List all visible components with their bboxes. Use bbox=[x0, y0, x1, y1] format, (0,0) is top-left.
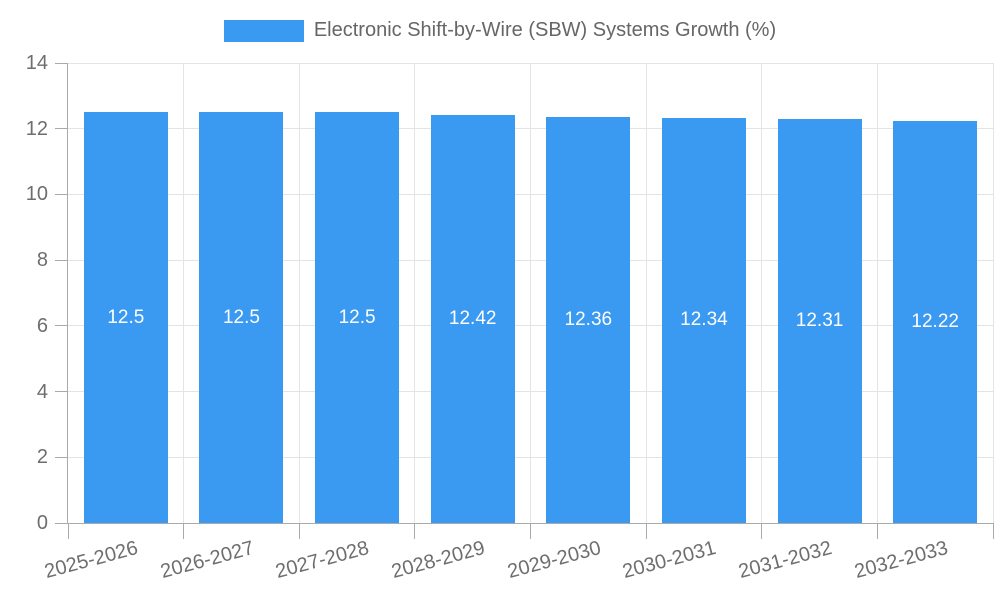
bar[interactable]: 12.5 bbox=[83, 112, 168, 523]
y-tick-label: 4 bbox=[36, 380, 48, 403]
bar[interactable]: 12.22 bbox=[893, 121, 978, 523]
bar[interactable]: 12.31 bbox=[777, 118, 862, 523]
gridline-vertical bbox=[530, 63, 531, 523]
bar[interactable]: 12.36 bbox=[546, 116, 631, 523]
bar-value-label: 12.34 bbox=[680, 309, 728, 331]
x-axis-tick bbox=[761, 523, 763, 539]
bar-value-label: 12.5 bbox=[107, 306, 145, 328]
bar-value-label: 12.36 bbox=[564, 308, 613, 330]
gridline-vertical bbox=[992, 63, 994, 523]
y-tick-label: 6 bbox=[36, 314, 48, 337]
y-axis-line bbox=[67, 63, 68, 523]
x-tick-label: 2029-2030 bbox=[504, 537, 604, 584]
y-axis-tick bbox=[55, 325, 68, 327]
legend-label: Electronic Shift-by-Wire (SBW) Systems G… bbox=[313, 19, 777, 41]
bar-value-label: 12.5 bbox=[338, 306, 376, 328]
x-tick-label: 2032-2033 bbox=[851, 537, 950, 584]
y-axis-tick bbox=[55, 456, 68, 458]
y-tick-label: 8 bbox=[36, 249, 48, 272]
gridline-vertical bbox=[183, 63, 185, 523]
y-tick-label: 0 bbox=[36, 512, 48, 534]
gridline-vertical bbox=[645, 63, 647, 523]
gridline-vertical bbox=[761, 63, 763, 523]
gridline-vertical bbox=[876, 63, 878, 523]
x-tick-label: 2030-2031 bbox=[620, 537, 719, 584]
x-axis-tick bbox=[530, 523, 531, 539]
x-tick-label: 2028-2029 bbox=[389, 537, 488, 584]
x-axis-tick bbox=[298, 523, 300, 539]
x-tick-label: 2027-2028 bbox=[273, 537, 372, 584]
y-axis-tick bbox=[55, 259, 68, 261]
bar[interactable]: 12.5 bbox=[315, 112, 400, 523]
bar-value-label: 12.31 bbox=[795, 309, 844, 331]
x-axis-tick bbox=[414, 523, 416, 539]
y-tick-label: 2 bbox=[36, 446, 48, 469]
x-tick-label: 2026-2027 bbox=[158, 537, 257, 584]
x-axis-tick bbox=[992, 523, 994, 539]
bar-value-label: 12.22 bbox=[911, 311, 959, 333]
y-axis-tick bbox=[55, 522, 68, 524]
y-axis-tick bbox=[55, 193, 68, 195]
y-tick-label: 12 bbox=[25, 117, 48, 140]
gridline-vertical bbox=[414, 63, 416, 523]
y-axis-tick bbox=[55, 128, 68, 130]
gridline-vertical bbox=[298, 63, 300, 523]
chart-legend[interactable]: Electronic Shift-by-Wire (SBW) Systems G… bbox=[0, 19, 1000, 42]
y-axis-tick bbox=[55, 391, 68, 393]
bar[interactable]: 12.42 bbox=[430, 114, 515, 523]
x-axis-tick bbox=[876, 523, 878, 539]
bar-value-label: 12.5 bbox=[222, 306, 260, 328]
x-tick-label: 2031-2032 bbox=[736, 537, 835, 584]
x-tick-label: 2025-2026 bbox=[42, 537, 141, 584]
x-axis-tick bbox=[645, 523, 647, 539]
bar[interactable]: 12.5 bbox=[199, 112, 284, 523]
y-tick-label: 10 bbox=[25, 183, 48, 206]
x-axis-tick bbox=[67, 523, 69, 539]
y-axis-tick bbox=[55, 62, 68, 64]
y-tick-label: 14 bbox=[25, 52, 48, 74]
x-axis-tick bbox=[183, 523, 185, 539]
bar-value-label: 12.42 bbox=[448, 307, 497, 329]
legend-swatch bbox=[223, 19, 304, 42]
bar[interactable]: 12.34 bbox=[661, 117, 746, 523]
